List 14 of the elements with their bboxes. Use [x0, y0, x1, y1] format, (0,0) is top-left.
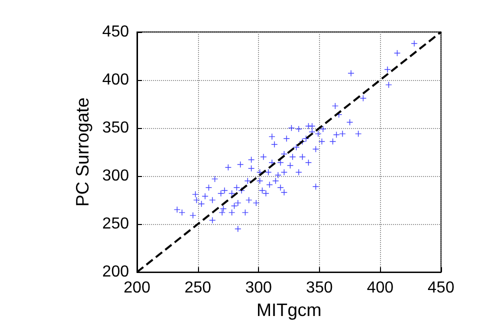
y-tick-label: 200 [102, 264, 130, 281]
x-tick-label: 400 [366, 280, 394, 297]
y-tick-label: 300 [102, 168, 130, 185]
x-tick-label: 300 [245, 280, 272, 297]
y-tick-label: 450 [102, 24, 130, 40]
x-tick-label: 250 [184, 280, 212, 297]
y-tick-label: 250 [102, 216, 130, 233]
x-tick-label: 350 [306, 280, 333, 297]
x-tick-label: 450 [428, 280, 454, 297]
y-tick-label: 400 [102, 72, 130, 89]
x-tick-label: 200 [124, 280, 150, 297]
y-tick-label: 350 [102, 120, 130, 137]
x-axis-title: MITgcm [256, 300, 322, 320]
y-axis-title: PC Surrogate [72, 98, 92, 207]
